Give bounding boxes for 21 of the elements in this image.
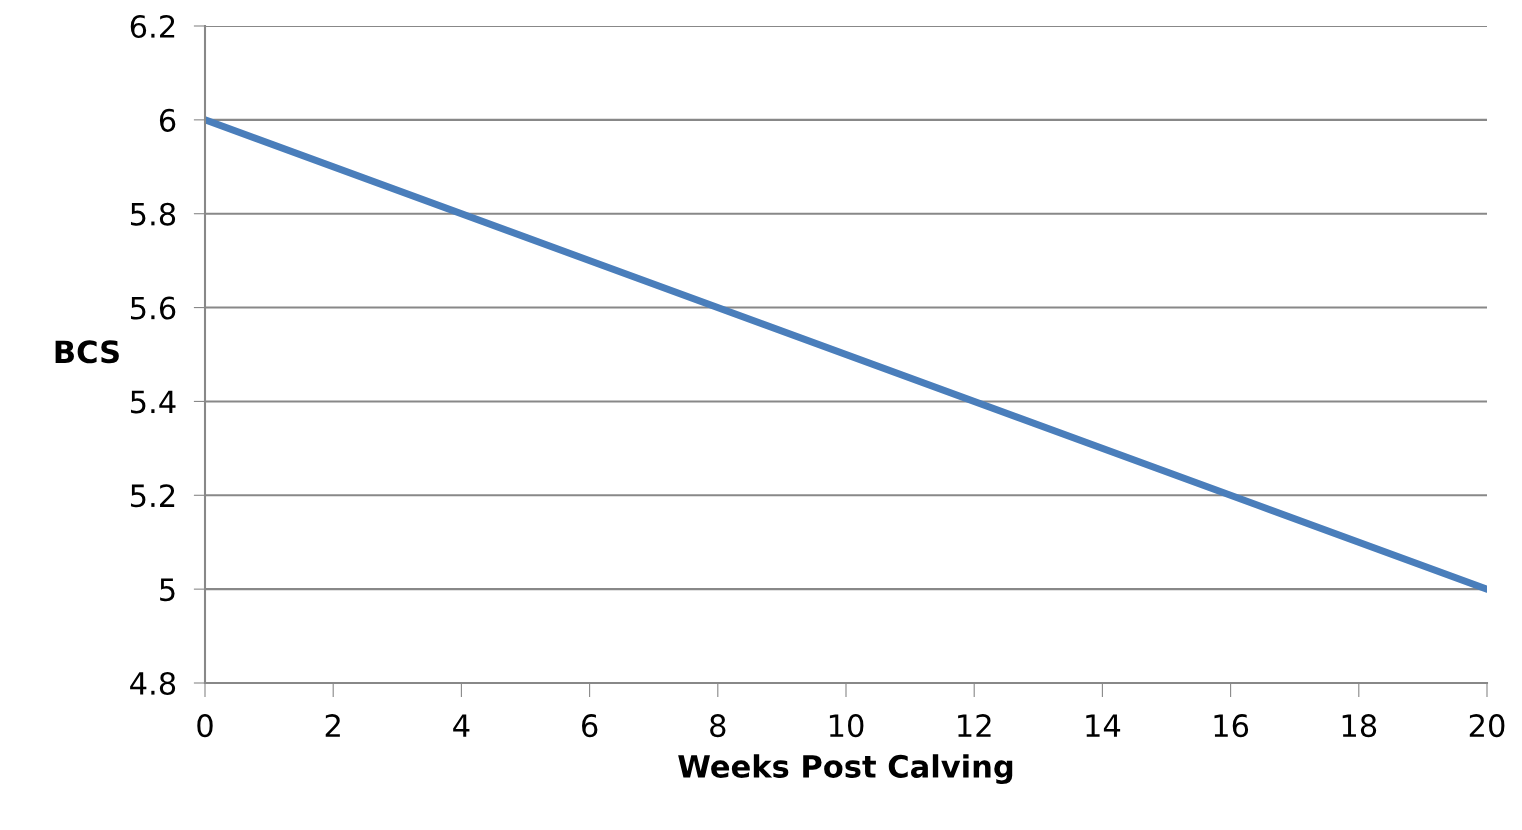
y-tick-label: 5.4 <box>130 390 176 414</box>
x-tick-label: 8 <box>710 714 726 738</box>
x-tick-label: 6 <box>582 714 598 738</box>
y-tick-label: 5 <box>160 578 175 602</box>
y-tick-label: 5.6 <box>130 296 176 320</box>
y-tick-label: 5.2 <box>130 484 175 508</box>
x-tick-label: 4 <box>453 714 470 737</box>
x-tick-label: 14 <box>1086 714 1121 737</box>
y-tick-label: 6 <box>159 108 176 132</box>
x-tick-label: 12 <box>958 714 991 737</box>
x-tick-label: 18 <box>1342 714 1377 738</box>
x-tick-label: 16 <box>1214 714 1249 738</box>
x-tick-label: 0 <box>197 714 213 738</box>
y-tick-label: 4.8 <box>130 671 176 696</box>
x-tick-label: 20 <box>1469 714 1505 738</box>
x-axis-title: Weeks Post Calving <box>678 754 1013 785</box>
x-tick-label: 10 <box>829 714 864 738</box>
x-tick-label: 2 <box>325 714 340 737</box>
y-axis-title: BCS <box>55 340 119 364</box>
y-tick-label: 6.2 <box>130 14 175 39</box>
y-tick-label: 5.8 <box>130 202 176 226</box>
